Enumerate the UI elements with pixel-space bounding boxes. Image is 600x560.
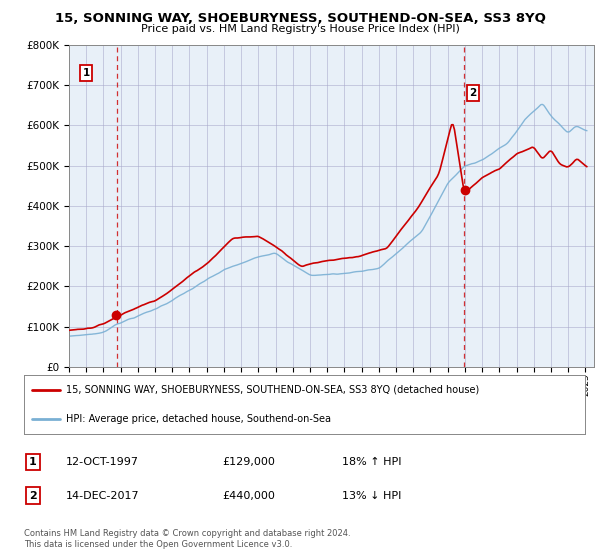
- Text: 1: 1: [29, 457, 37, 467]
- Text: 12-OCT-1997: 12-OCT-1997: [66, 457, 139, 467]
- Text: HPI: Average price, detached house, Southend-on-Sea: HPI: Average price, detached house, Sout…: [66, 414, 331, 424]
- Text: 13% ↓ HPI: 13% ↓ HPI: [342, 491, 401, 501]
- Text: £129,000: £129,000: [222, 457, 275, 467]
- Text: 18% ↑ HPI: 18% ↑ HPI: [342, 457, 401, 467]
- Text: 15, SONNING WAY, SHOEBURYNESS, SOUTHEND-ON-SEA, SS3 8YQ (detached house): 15, SONNING WAY, SHOEBURYNESS, SOUTHEND-…: [66, 385, 479, 395]
- Text: £440,000: £440,000: [222, 491, 275, 501]
- Text: 2: 2: [29, 491, 37, 501]
- Text: 14-DEC-2017: 14-DEC-2017: [66, 491, 140, 501]
- Text: Contains HM Land Registry data © Crown copyright and database right 2024.
This d: Contains HM Land Registry data © Crown c…: [24, 529, 350, 549]
- Text: 15, SONNING WAY, SHOEBURYNESS, SOUTHEND-ON-SEA, SS3 8YQ: 15, SONNING WAY, SHOEBURYNESS, SOUTHEND-…: [55, 12, 545, 25]
- Text: 2: 2: [469, 88, 476, 98]
- Text: 1: 1: [82, 68, 89, 78]
- Text: Price paid vs. HM Land Registry's House Price Index (HPI): Price paid vs. HM Land Registry's House …: [140, 24, 460, 34]
